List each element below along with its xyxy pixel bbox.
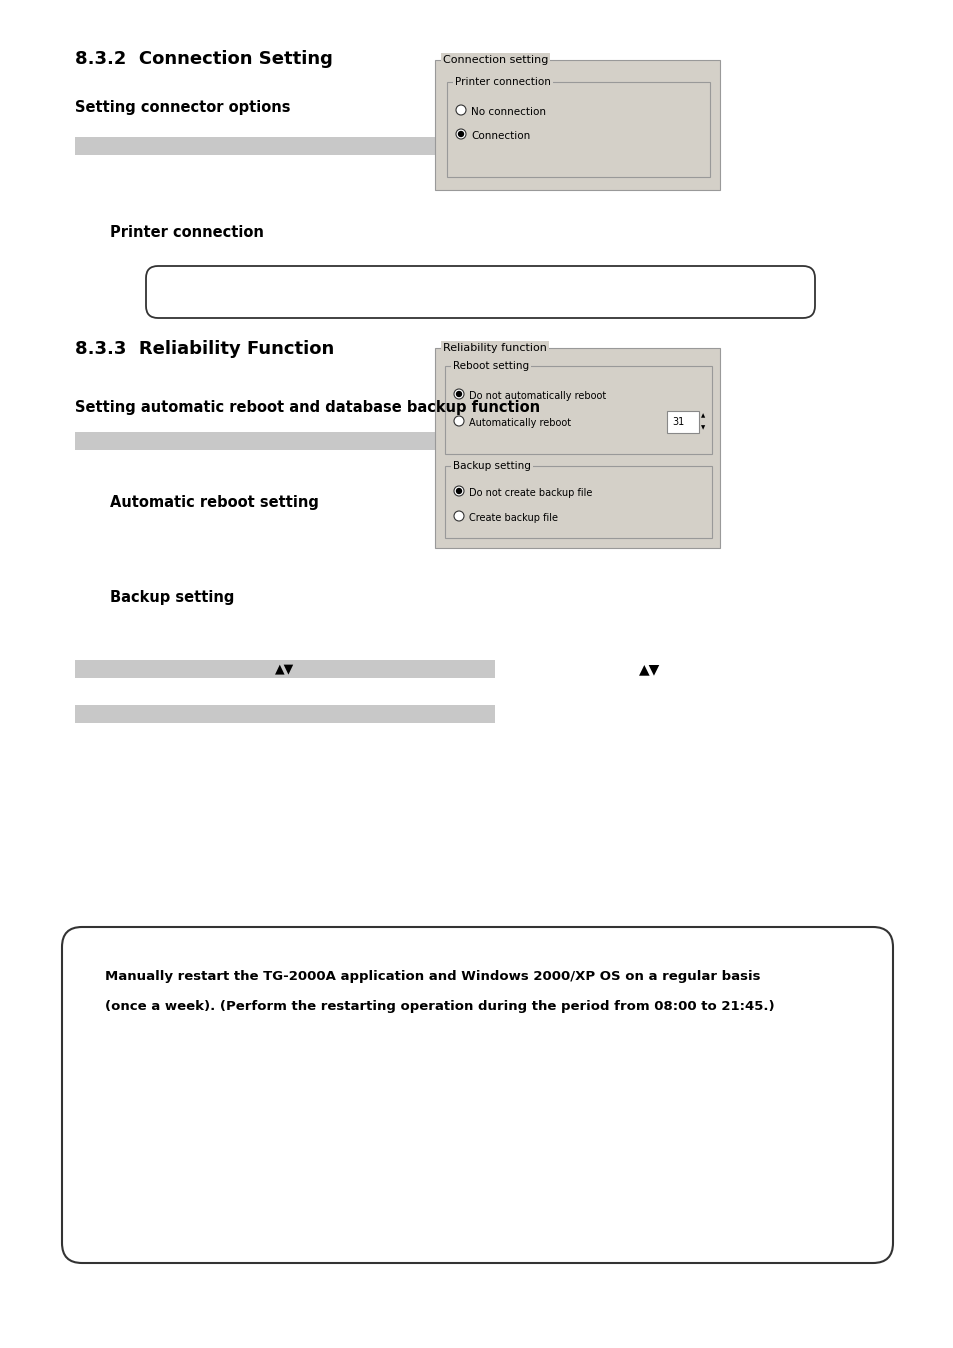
Bar — [444, 466, 711, 538]
Bar — [75, 137, 435, 155]
Text: Setting automatic reboot and database backup function: Setting automatic reboot and database ba… — [75, 400, 539, 415]
Text: Connection: Connection — [471, 131, 530, 142]
Text: Automatically reboot: Automatically reboot — [469, 418, 571, 429]
Text: Manually restart the TG-2000A application and Windows 2000/XP OS on a regular ba: Manually restart the TG-2000A applicatio… — [105, 971, 760, 983]
Bar — [444, 367, 711, 454]
Text: No connection: No connection — [471, 106, 545, 117]
Circle shape — [456, 105, 465, 115]
Text: Connection setting: Connection setting — [442, 55, 548, 65]
Text: 8.3.3  Reliability Function: 8.3.3 Reliability Function — [75, 340, 334, 359]
Text: Backup setting: Backup setting — [453, 461, 530, 470]
Bar — [435, 348, 720, 549]
Text: 31: 31 — [671, 417, 683, 427]
Bar — [75, 431, 475, 450]
Bar — [75, 661, 495, 678]
Text: 8.3.2  Connection Setting: 8.3.2 Connection Setting — [75, 50, 333, 67]
Circle shape — [456, 391, 461, 396]
Circle shape — [454, 390, 463, 399]
Bar — [447, 82, 709, 177]
Text: Setting connector options: Setting connector options — [75, 100, 291, 115]
FancyBboxPatch shape — [146, 266, 814, 318]
Bar — [75, 705, 495, 723]
Text: Do not automatically reboot: Do not automatically reboot — [469, 391, 605, 400]
Circle shape — [456, 129, 465, 139]
Text: Do not create backup file: Do not create backup file — [469, 488, 592, 497]
Text: Reboot setting: Reboot setting — [453, 361, 529, 371]
Text: ▲: ▲ — [700, 414, 704, 418]
Circle shape — [458, 132, 463, 136]
Text: Printer connection: Printer connection — [110, 225, 264, 240]
Text: (once a week). (Perform the restarting operation during the period from 08:00 to: (once a week). (Perform the restarting o… — [105, 1000, 774, 1012]
Circle shape — [456, 488, 461, 493]
Text: Printer connection: Printer connection — [455, 77, 550, 88]
Circle shape — [454, 417, 463, 426]
Text: ▲▼: ▲▼ — [275, 662, 294, 675]
Text: Create backup file: Create backup file — [469, 514, 558, 523]
FancyBboxPatch shape — [62, 927, 892, 1263]
Circle shape — [454, 511, 463, 520]
Text: Automatic reboot setting: Automatic reboot setting — [110, 495, 318, 510]
Text: Reliability function: Reliability function — [442, 342, 546, 353]
Text: ▲▼: ▲▼ — [639, 662, 659, 675]
Bar — [666, 411, 699, 433]
Bar — [435, 61, 720, 190]
Text: ▼: ▼ — [700, 426, 704, 430]
Text: Backup setting: Backup setting — [110, 590, 234, 605]
Circle shape — [454, 487, 463, 496]
